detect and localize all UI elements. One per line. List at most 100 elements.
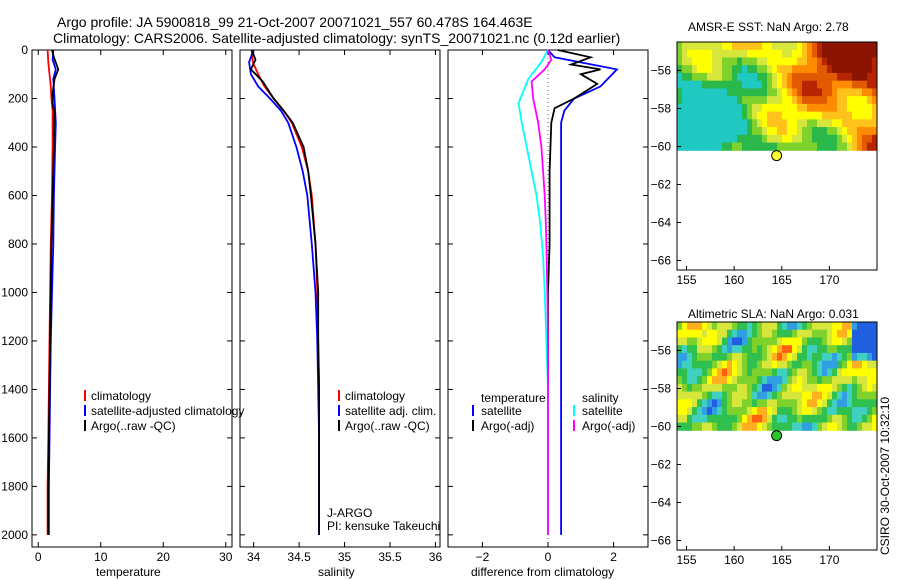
- heatmap-cell: [772, 80, 778, 89]
- heatmap-cell: [757, 329, 763, 338]
- heatmap-cell: [707, 42, 713, 51]
- heatmap-cell: [702, 322, 708, 331]
- heatmap-cell: [712, 322, 718, 331]
- heatmap-cell: [842, 119, 848, 128]
- heatmap-cell: [732, 391, 738, 400]
- heatmap-cell: [852, 127, 858, 136]
- heatmap-cell: [692, 80, 698, 89]
- heatmap-cell: [762, 134, 768, 144]
- heatmap-cell: [682, 57, 688, 66]
- heatmap-cell: [867, 337, 873, 346]
- heatmap-cell: [712, 329, 718, 338]
- heatmap-cell: [707, 322, 713, 331]
- heatmap-cell: [742, 111, 748, 120]
- heatmap-cell: [772, 142, 778, 151]
- heatmap-cell: [682, 142, 688, 151]
- heatmap-cell: [722, 376, 728, 385]
- heatmap-cell: [712, 65, 718, 74]
- heatmap-cell: [847, 329, 853, 338]
- heatmap-cell: [757, 399, 763, 408]
- map-y-tick-label: −56: [651, 344, 672, 358]
- heatmap-cell: [752, 407, 758, 416]
- heatmap-cell: [737, 322, 743, 331]
- heatmap-cell: [707, 422, 713, 431]
- heatmap-cell: [797, 72, 803, 82]
- heatmap-cell: [777, 96, 783, 105]
- heatmap-cell: [737, 422, 743, 431]
- heatmap-cell: [747, 142, 753, 151]
- heatmap-cell: [717, 96, 723, 105]
- heatmap-cell: [687, 345, 693, 354]
- heatmap-cell: [827, 407, 833, 416]
- heatmap-cell: [852, 80, 858, 89]
- heatmap-cell: [852, 399, 858, 408]
- heatmap-cell: [737, 80, 743, 89]
- heatmap-cell: [737, 360, 743, 369]
- heatmap-cell: [822, 329, 828, 338]
- heatmap-cell: [847, 111, 853, 120]
- heatmap-cell: [777, 329, 783, 338]
- heatmap-cell: [777, 65, 783, 74]
- heatmap-cell: [832, 65, 838, 74]
- heatmap-cell: [827, 57, 833, 66]
- heatmap-cell: [797, 142, 803, 151]
- heatmap-cell: [742, 57, 748, 66]
- heatmap-cell: [752, 111, 758, 120]
- heatmap-cell: [797, 391, 803, 400]
- heatmap-cell: [792, 49, 798, 58]
- heatmap-cell: [787, 119, 793, 128]
- heatmap-cell: [832, 49, 838, 58]
- heatmap-cell: [847, 407, 853, 416]
- heatmap-cell: [802, 345, 808, 354]
- heatmap-cell: [722, 329, 728, 338]
- heatmap-cell: [702, 111, 708, 120]
- heatmap-cell: [742, 65, 748, 74]
- heatmap-cell: [847, 322, 853, 331]
- heatmap-cell: [732, 88, 738, 97]
- heatmap-cell: [782, 391, 788, 400]
- heatmap-cell: [837, 65, 843, 74]
- heatmap-cell: [832, 119, 838, 128]
- heatmap-cell: [847, 42, 853, 51]
- heatmap-cell: [767, 49, 773, 58]
- heatmap-cell: [697, 57, 703, 66]
- heatmap-cell: [762, 345, 768, 354]
- heatmap-cell: [737, 72, 743, 82]
- heatmap-cell: [802, 49, 808, 58]
- heatmap-cell: [732, 65, 738, 74]
- heatmap-cell: [722, 368, 728, 377]
- heatmap-cell: [872, 127, 878, 136]
- heatmap-cell: [742, 42, 748, 51]
- heatmap-cell: [752, 322, 758, 331]
- heatmap-cell: [792, 111, 798, 120]
- heatmap-cell: [872, 65, 878, 74]
- heatmap-cell: [692, 383, 698, 393]
- heatmap-cell: [832, 391, 838, 400]
- heatmap-cell: [717, 391, 723, 400]
- heatmap-cell: [857, 399, 863, 408]
- heatmap-cell: [697, 127, 703, 136]
- heatmap-cell: [792, 42, 798, 51]
- heatmap-cell: [677, 360, 683, 369]
- heatmap-cell: [772, 134, 778, 144]
- heatmap-cell: [872, 111, 878, 120]
- heatmap-cell: [697, 80, 703, 89]
- header-line-2: Climatology: CARS2006. Satellite-adjuste…: [53, 30, 620, 46]
- legend-label-climatology: climatology: [345, 389, 405, 403]
- heatmap-cell: [677, 57, 683, 66]
- heatmap-cell: [687, 72, 693, 82]
- heatmap-cell: [767, 96, 773, 105]
- heatmap-cell: [802, 422, 808, 431]
- heatmap-cell: [697, 368, 703, 377]
- heatmap-cell: [767, 345, 773, 354]
- map-x-tick-label: 155: [677, 273, 697, 287]
- legend-label-temp-satellite: satellite: [481, 404, 522, 418]
- heatmap-cell: [812, 422, 818, 431]
- heatmap-cell: [792, 103, 798, 113]
- heatmap-cell: [837, 414, 843, 424]
- heatmap-cell: [747, 360, 753, 369]
- heatmap-cell: [822, 72, 828, 82]
- heatmap-cell: [747, 72, 753, 82]
- heatmap-cell: [767, 407, 773, 416]
- difference-panel: −2 0 2 difference from climatology tempera…: [447, 49, 649, 579]
